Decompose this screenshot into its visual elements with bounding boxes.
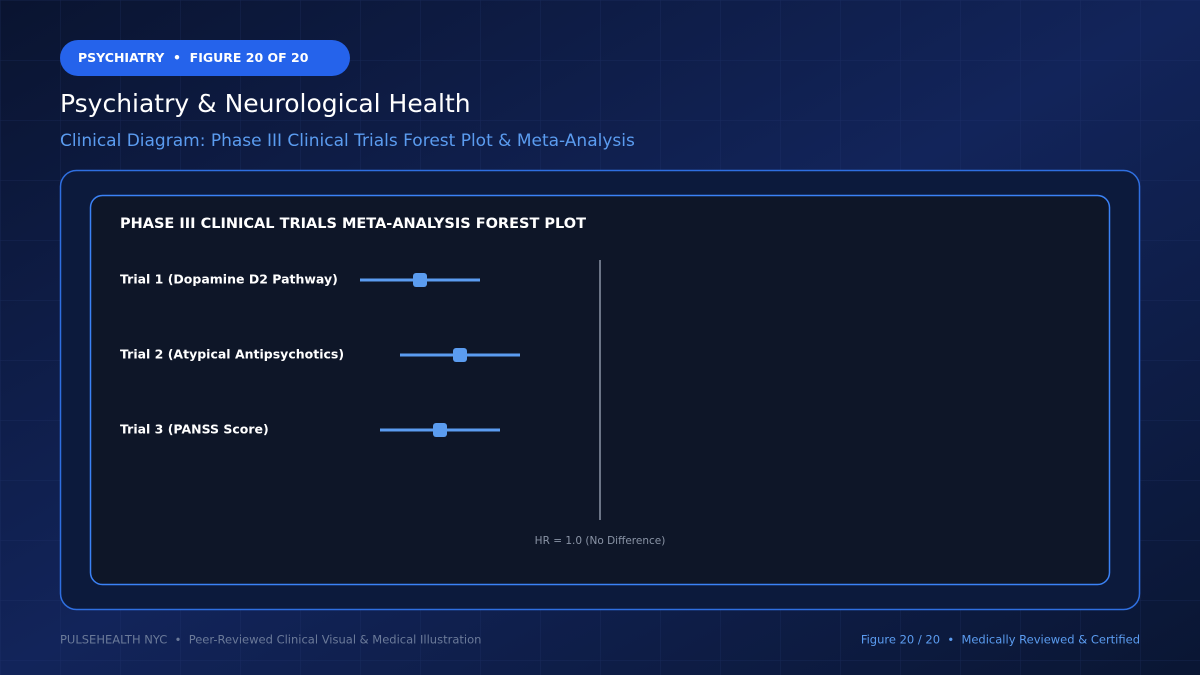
point-estimate — [453, 348, 467, 362]
point-estimate — [433, 423, 447, 437]
plot-title: PHASE III CLINICAL TRIALS META-ANALYSIS … — [120, 216, 586, 232]
badge-text: PSYCHIATRY • FIGURE 20 OF 20 — [78, 50, 309, 65]
badge — [60, 40, 350, 76]
row-label: Trial 2 (Atypical Antipsychotics) — [120, 347, 344, 362]
subtitle: Clinical Diagram: Phase III Clinical Tri… — [60, 131, 635, 151]
reference-label: HR = 1.0 (No Difference) — [535, 535, 666, 547]
footer-left: PULSEHEALTH NYC • Peer-Reviewed Clinical… — [60, 633, 481, 647]
row-label: Trial 3 (PANSS Score) — [120, 422, 269, 437]
footer-right: Figure 20 / 20 • Medically Reviewed & Ce… — [861, 633, 1140, 647]
row-label: Trial 1 (Dopamine D2 Pathway) — [120, 272, 338, 287]
title: Psychiatry & Neurological Health — [60, 89, 471, 118]
point-estimate — [413, 273, 427, 287]
